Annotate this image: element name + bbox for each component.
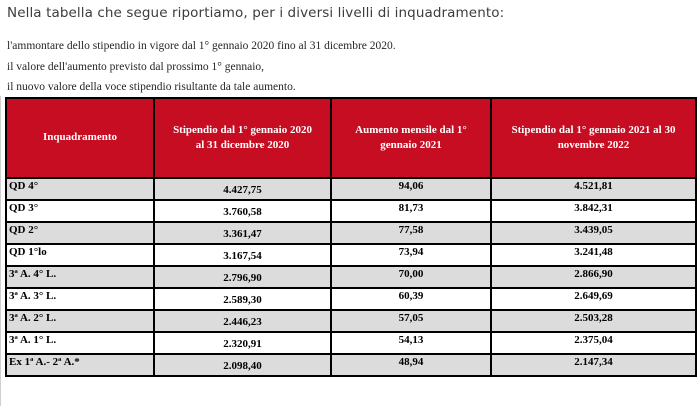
table-row: Ex 1ª A.- 2ª A.* 2.098,40 48,94 2.147,34 [5,353,697,377]
row-label: QD 3° [5,199,155,223]
table-row: QD 3° 3.760,58 81,73 3.842,31 [5,199,697,223]
salary-2021-value: 4.521,81 [490,177,697,201]
row-label: QD 1°lo [5,243,155,267]
salary-2020-value: 2.098,40 [153,353,332,377]
increase-value: 77,58 [330,221,492,245]
increase-value: 60,39 [330,287,492,311]
header-aumento-2021: Aumento mensile dal 1° gennaio 2021 [330,97,492,179]
increase-value: 54,13 [330,331,492,355]
row-label: 3ª A. 2° L. [5,309,155,333]
row-label: Ex 1ª A.- 2ª A.* [5,353,155,377]
intro-line-new-value: il nuovo valore della voce stipendio ris… [7,81,296,94]
salary-2021-value: 2.866,90 [490,265,697,289]
row-label: 3ª A. 3° L. [5,287,155,311]
increase-value: 81,73 [330,199,492,223]
table-row: QD 2° 3.361,47 77,58 3.439,05 [5,221,697,245]
salary-2020-value: 2.446,23 [153,309,332,333]
row-label: 3ª A. 4° L. [5,265,155,289]
header-inquadramento: Inquadramento [5,97,155,179]
table-row: 3ª A. 2° L. 2.446,23 57,05 2.503,28 [5,309,697,333]
table-row: QD 1°lo 3.167,54 73,94 3.241,48 [5,243,697,267]
intro-line-increase: il valore dell'aumento previsto dal pros… [7,60,265,73]
salary-table: Inquadramento Stipendio dal 1° gennaio 2… [5,97,697,377]
row-label: QD 2° [5,221,155,245]
header-stipendio-2021: Stipendio dal 1° gennaio 2021 al 30 nove… [490,97,697,179]
table-row: 3ª A. 1° L. 2.320,91 54,13 2.375,04 [5,331,697,355]
table-row: 3ª A. 4° L. 2.796,90 70,00 2.866,90 [5,265,697,289]
salary-2021-value: 2.375,04 [490,331,697,355]
header-row: Inquadramento Stipendio dal 1° gennaio 2… [5,97,697,179]
salary-2021-value: 3.439,05 [490,221,697,245]
salary-2021-value: 2.503,28 [490,309,697,333]
page-edge-line [0,96,1,406]
salary-2020-value: 3.167,54 [153,243,332,267]
salary-2020-value: 4.427,75 [153,177,332,201]
table-row: QD 4° 4.427,75 94,06 4.521,81 [5,177,697,201]
salary-2021-value: 2.147,34 [490,353,697,377]
intro-title: Nella tabella che segue riportiamo, per … [7,5,505,21]
increase-value: 94,06 [330,177,492,201]
header-stipendio-2020: Stipendio dal 1° gennaio 2020 al 31 dice… [153,97,332,179]
table-row: 3ª A. 3° L. 2.589,30 60,39 2.649,69 [5,287,697,311]
salary-2020-value: 2.796,90 [153,265,332,289]
salary-2020-value: 2.589,30 [153,287,332,311]
salary-2021-value: 3.241,48 [490,243,697,267]
row-label: QD 4° [5,177,155,201]
salary-2021-value: 2.649,69 [490,287,697,311]
salary-2020-value: 2.320,91 [153,331,332,355]
increase-value: 70,00 [330,265,492,289]
intro-line-salary-2020: l'ammontare dello stipendio in vigore da… [7,40,396,52]
row-label: 3ª A. 1° L. [5,331,155,355]
salary-table-header: Inquadramento Stipendio dal 1° gennaio 2… [5,97,697,179]
increase-value: 48,94 [330,353,492,377]
salary-table-body: QD 4° 4.427,75 94,06 4.521,81 QD 3° 3.76… [5,177,697,377]
salary-2021-value: 3.842,31 [490,199,697,223]
increase-value: 73,94 [330,243,492,267]
salary-2020-value: 3.760,58 [153,199,332,223]
increase-value: 57,05 [330,309,492,333]
intro-lines: l'ammontare dello stipendio in vigore da… [7,40,690,102]
salary-2020-value: 3.361,47 [153,221,332,245]
